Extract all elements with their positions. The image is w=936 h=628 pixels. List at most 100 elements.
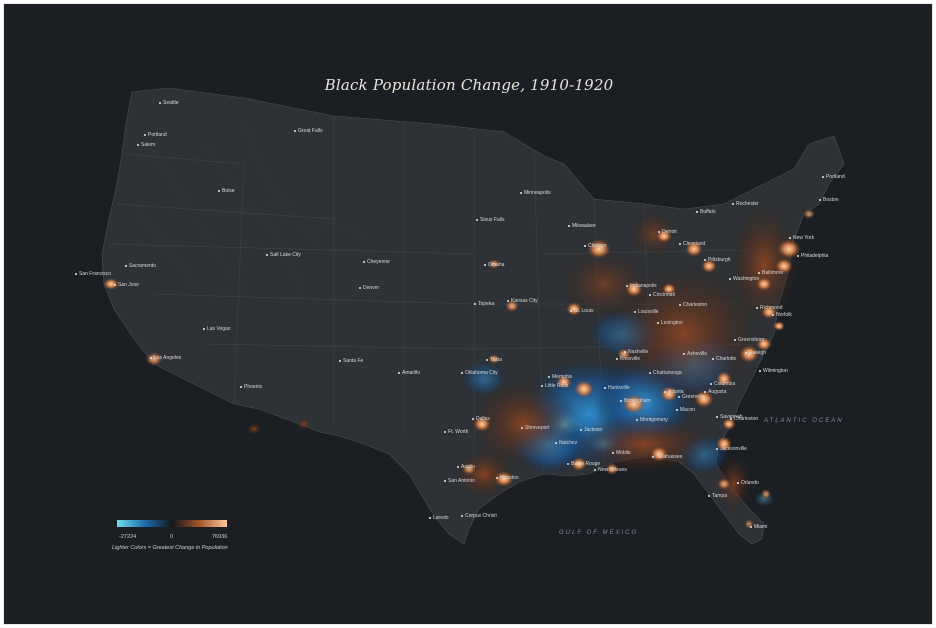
city-dot-icon — [604, 386, 606, 389]
city-name: Las Vegas — [207, 326, 231, 332]
city-label: Columbia — [710, 381, 735, 387]
city-name: Chicago — [588, 243, 607, 249]
city-name: Little Rock — [545, 383, 569, 389]
city-label: Norfolk — [772, 312, 792, 318]
city-name: Orlando — [741, 480, 759, 486]
city-dot-icon — [159, 101, 161, 104]
city-name: Augusta — [708, 389, 727, 395]
legend-max-label: 76936 — [212, 534, 228, 540]
city-name: Shreveport — [525, 425, 550, 431]
city-label: Buffalo — [696, 209, 715, 215]
city-label: Orlando — [737, 480, 759, 486]
city-label: Charlotte — [712, 356, 736, 362]
gulf-of-mexico-label: GULF OF MEXICO — [559, 530, 639, 536]
city-label: Mobile — [612, 450, 631, 456]
city-dot-icon — [664, 390, 666, 393]
city-name: Washington — [733, 276, 760, 282]
city-name: Greensboro — [738, 337, 765, 343]
city-dot-icon — [710, 382, 712, 385]
city-name: Memphis — [552, 374, 573, 380]
city-label: Cincinnati — [649, 292, 675, 298]
city-dot-icon — [759, 369, 761, 372]
city-label: Rochester — [732, 201, 759, 207]
city-name: Minneapolis — [524, 190, 551, 196]
city-name: Mobile — [616, 450, 631, 456]
city-label: Greenville — [678, 394, 705, 400]
city-label: Great Falls — [294, 128, 322, 134]
city-name: Los Angeles — [154, 355, 182, 361]
city-label: Little Rock — [541, 383, 568, 389]
city-label: Salem — [137, 142, 155, 148]
city-label: Tulsa — [486, 357, 502, 363]
city-label: Jacksonville — [716, 446, 747, 452]
legend-note: Lighter Colors = Greatest Change in Popu… — [112, 545, 228, 551]
city-name: Dallas — [476, 416, 490, 422]
city-name: Pittsburgh — [708, 257, 731, 263]
city-name: Austin — [461, 464, 475, 470]
city-dot-icon — [520, 191, 522, 194]
city-dot-icon — [75, 272, 77, 275]
city-name: Charleston — [734, 416, 759, 422]
city-dot-icon — [339, 359, 341, 362]
city-name: Laredo — [433, 515, 449, 521]
city-dot-icon — [584, 244, 586, 247]
city-name: Rochester — [736, 201, 759, 207]
city-dot-icon — [678, 395, 680, 398]
city-name: Kansas City — [511, 298, 538, 304]
city-dot-icon — [797, 254, 799, 257]
city-label: Louisville — [634, 309, 659, 315]
city-dot-icon — [484, 263, 486, 266]
city-name: Cleveland — [683, 241, 706, 247]
city-name: Nashville — [628, 349, 649, 355]
city-label: Indianapolis — [626, 283, 657, 289]
city-label: Ft. Worth — [444, 429, 468, 435]
city-name: Miami — [754, 524, 768, 530]
city-dot-icon — [789, 236, 791, 239]
city-dot-icon — [486, 358, 488, 361]
city-label: Birmingham — [620, 398, 651, 404]
city-label: Salt Lake City — [266, 252, 301, 258]
city-label: Lexington — [657, 320, 683, 326]
city-name: Norfolk — [776, 312, 792, 318]
city-label: Chattanooga — [649, 370, 682, 376]
city-dot-icon — [819, 198, 821, 201]
city-name: Charleston — [683, 302, 708, 308]
city-name: Cheyenne — [367, 259, 390, 265]
city-label: Seattle — [159, 100, 179, 106]
city-name: Detroit — [662, 229, 677, 235]
city-label: San Antonio — [444, 478, 475, 484]
city-name: Macon — [680, 407, 696, 413]
city-dot-icon — [507, 299, 509, 302]
city-dot-icon — [568, 224, 570, 227]
city-dot-icon — [125, 264, 127, 267]
city-dot-icon — [704, 390, 706, 393]
city-dot-icon — [620, 399, 622, 402]
city-name: Baton Rouge — [571, 461, 601, 467]
city-label: Oklahoma City — [461, 370, 498, 376]
city-label: Kansas City — [507, 298, 538, 304]
city-dot-icon — [624, 350, 626, 353]
city-name: Philadelphia — [801, 253, 829, 259]
city-name: Baltimore — [762, 270, 784, 276]
city-name: Salt Lake City — [270, 252, 301, 258]
city-label: Omaha — [484, 262, 504, 268]
city-name: Omaha — [488, 262, 505, 268]
city-name: Lexington — [661, 320, 683, 326]
city-name: Columbia — [714, 381, 736, 387]
city-dot-icon — [555, 441, 557, 444]
legend-color-bar — [117, 520, 227, 527]
city-dot-icon — [756, 306, 758, 309]
city-label: Nashville — [624, 349, 648, 355]
city-name: Corpus Christi — [465, 513, 497, 519]
city-label: Topeka — [474, 301, 494, 307]
city-dot-icon — [398, 371, 400, 374]
city-label: Chicago — [584, 243, 606, 249]
city-dot-icon — [359, 286, 361, 289]
city-name: Seattle — [163, 100, 179, 106]
city-label: Boise — [218, 188, 235, 194]
city-name: Portland — [148, 132, 167, 138]
city-name: Great Falls — [298, 128, 323, 134]
city-label: Baton Rouge — [567, 461, 600, 467]
city-dot-icon — [772, 313, 774, 316]
city-label: Miami — [750, 524, 767, 530]
